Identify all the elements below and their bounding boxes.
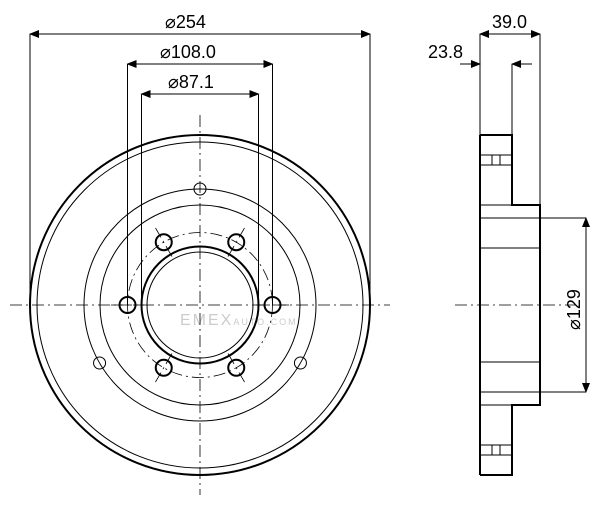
bolt-hole-axis: [228, 354, 245, 383]
dim-label: 23.8: [428, 42, 463, 62]
side-bottom-outer: [480, 392, 540, 475]
side-top-outer: [480, 135, 540, 218]
bolt-hole-axis: [228, 228, 245, 257]
side-view: [455, 135, 575, 475]
watermark-main: EMEX: [180, 312, 233, 329]
dim-label: ⌀108.0: [160, 42, 216, 62]
watermark-suffix: AUTO.COM: [233, 317, 297, 327]
dimensions: ⌀254 ⌀108.0 ⌀87.1 39.0 23.8: [30, 12, 586, 392]
groove-notch: [492, 155, 500, 165]
dim-label: ⌀87.1: [168, 72, 214, 92]
bolt-hole-axis: [156, 354, 173, 383]
bolt-hole-axis: [156, 228, 173, 257]
watermark: EMEXAUTO.COM: [180, 312, 298, 329]
groove-notch: [492, 445, 500, 455]
dim-label: 39.0: [492, 12, 527, 32]
front-view: [10, 115, 390, 495]
dim-overall-width: 39.0: [480, 12, 540, 218]
svg-text:EMEXAUTO.COM: EMEXAUTO.COM: [180, 312, 298, 329]
technical-drawing: EMEXAUTO.COM: [0, 0, 600, 522]
dim-label: ⌀254: [165, 12, 206, 32]
dim-label: ⌀129: [564, 289, 584, 330]
